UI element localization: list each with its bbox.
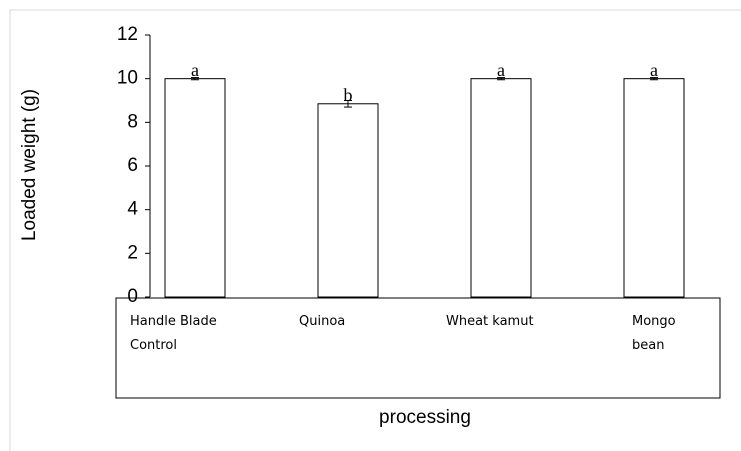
y-tick-label: 6 bbox=[127, 155, 138, 176]
bar bbox=[470, 78, 532, 298]
bar bbox=[317, 103, 379, 298]
bar bbox=[623, 78, 685, 298]
y-tick-label: 12 bbox=[117, 24, 138, 45]
y-tick-label: 10 bbox=[117, 68, 138, 89]
annotation: a bbox=[497, 60, 505, 80]
x-tick-label: Wheat kamut bbox=[446, 314, 534, 329]
x-tick-label: Mongo bean bbox=[632, 314, 676, 353]
x-tick-label: Quinoa bbox=[299, 314, 346, 329]
annotation: a bbox=[650, 60, 658, 80]
y-tick-label: 8 bbox=[127, 111, 138, 132]
x-tick-label: Handle Blade Control bbox=[130, 314, 217, 353]
y-axis-title: Loaded weight (g) bbox=[19, 89, 40, 241]
y-tick-label: 4 bbox=[127, 199, 138, 220]
y-tick-label: 2 bbox=[127, 242, 138, 263]
annotation: b bbox=[344, 85, 353, 105]
y-tick-label: 0 bbox=[127, 286, 138, 307]
bar bbox=[164, 78, 226, 298]
chart-frame bbox=[9, 9, 741, 451]
x-axis-title: processing bbox=[379, 407, 471, 428]
annotation: a bbox=[191, 60, 199, 80]
category-box bbox=[115, 297, 721, 399]
